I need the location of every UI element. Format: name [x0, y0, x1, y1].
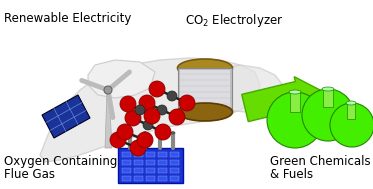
- Ellipse shape: [322, 87, 334, 91]
- Bar: [134, 176, 143, 181]
- Polygon shape: [198, 65, 285, 112]
- Polygon shape: [105, 90, 112, 148]
- Ellipse shape: [128, 132, 132, 134]
- Circle shape: [130, 140, 146, 156]
- Circle shape: [330, 103, 373, 147]
- Bar: [122, 168, 131, 173]
- Bar: [134, 152, 143, 157]
- Circle shape: [179, 95, 195, 111]
- Bar: [146, 152, 155, 157]
- Bar: [146, 176, 155, 181]
- Text: Green Chemicals: Green Chemicals: [270, 155, 371, 168]
- Bar: [122, 152, 131, 157]
- Bar: [146, 160, 155, 165]
- Circle shape: [143, 120, 153, 130]
- Text: & Fuels: & Fuels: [270, 168, 313, 181]
- Circle shape: [157, 105, 167, 115]
- Bar: [134, 160, 143, 165]
- Circle shape: [117, 124, 133, 140]
- Ellipse shape: [346, 101, 356, 105]
- Polygon shape: [178, 68, 232, 112]
- Bar: [158, 152, 167, 157]
- Circle shape: [120, 96, 136, 112]
- Bar: [290, 92, 300, 112]
- Circle shape: [104, 86, 112, 94]
- Circle shape: [169, 109, 185, 125]
- Circle shape: [167, 91, 177, 101]
- Circle shape: [139, 95, 155, 111]
- Bar: [146, 168, 155, 173]
- Circle shape: [155, 124, 171, 140]
- Polygon shape: [42, 95, 90, 138]
- Text: $\mathrm{CO_2}$ Electrolyzer: $\mathrm{CO_2}$ Electrolyzer: [185, 12, 283, 29]
- Circle shape: [137, 132, 153, 148]
- Polygon shape: [180, 70, 230, 110]
- Circle shape: [110, 132, 126, 148]
- Ellipse shape: [143, 132, 147, 134]
- Bar: [158, 176, 167, 181]
- Ellipse shape: [178, 59, 232, 77]
- Bar: [170, 168, 179, 173]
- Circle shape: [125, 110, 141, 126]
- Polygon shape: [88, 60, 155, 98]
- Bar: [170, 160, 179, 165]
- Bar: [170, 176, 179, 181]
- Bar: [118, 148, 183, 183]
- Bar: [323, 89, 333, 107]
- Circle shape: [135, 105, 145, 115]
- Bar: [122, 160, 131, 165]
- Ellipse shape: [289, 90, 301, 94]
- Bar: [122, 176, 131, 181]
- Circle shape: [302, 89, 354, 141]
- Bar: [134, 168, 143, 173]
- Text: Renewable Electricity: Renewable Electricity: [4, 12, 131, 25]
- Ellipse shape: [178, 103, 232, 121]
- Text: Flue Gas: Flue Gas: [4, 168, 55, 181]
- Circle shape: [149, 81, 165, 97]
- FancyArrow shape: [242, 77, 320, 122]
- Bar: [158, 160, 167, 165]
- Polygon shape: [40, 58, 260, 162]
- Ellipse shape: [171, 132, 175, 134]
- Circle shape: [144, 108, 160, 124]
- Bar: [347, 103, 355, 119]
- Text: Oxygen Containing: Oxygen Containing: [4, 155, 117, 168]
- Bar: [158, 168, 167, 173]
- Bar: [170, 152, 179, 157]
- Ellipse shape: [158, 132, 162, 134]
- Circle shape: [267, 92, 323, 148]
